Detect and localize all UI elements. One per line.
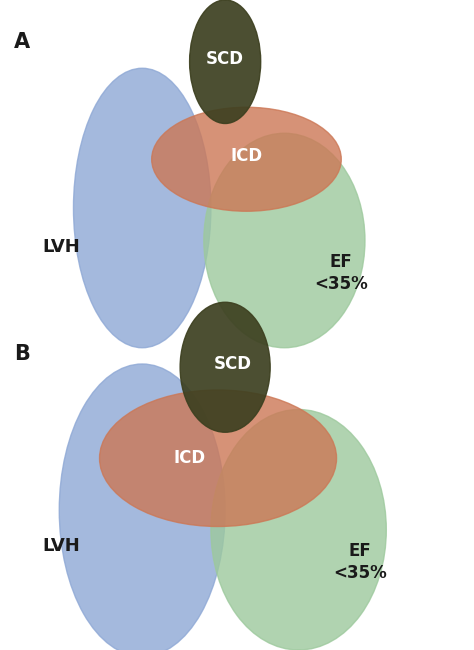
Ellipse shape <box>73 68 211 348</box>
Ellipse shape <box>59 364 225 650</box>
Ellipse shape <box>204 133 365 348</box>
Text: B: B <box>14 344 30 365</box>
Ellipse shape <box>211 410 386 650</box>
Text: SCD: SCD <box>206 49 244 68</box>
Text: EF
<35%: EF <35% <box>314 253 368 293</box>
Text: EF
<35%: EF <35% <box>333 542 387 582</box>
Text: A: A <box>14 32 30 53</box>
Ellipse shape <box>190 0 261 124</box>
Text: SCD: SCD <box>213 355 251 373</box>
Text: LVH: LVH <box>43 537 81 555</box>
Text: ICD: ICD <box>230 147 263 165</box>
Ellipse shape <box>180 302 270 432</box>
Ellipse shape <box>152 107 341 211</box>
Ellipse shape <box>100 390 337 526</box>
Text: LVH: LVH <box>43 238 81 256</box>
Text: ICD: ICD <box>173 449 206 467</box>
